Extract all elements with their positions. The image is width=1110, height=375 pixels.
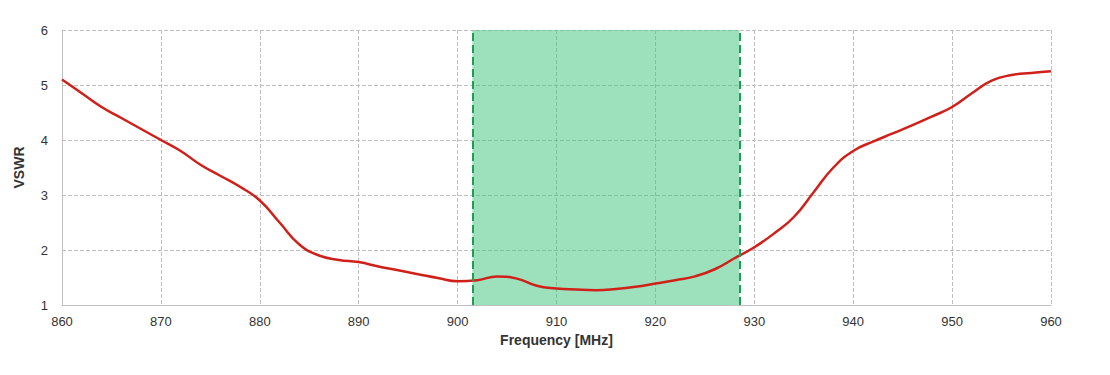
svg-text:5: 5 <box>41 78 48 93</box>
svg-text:860: 860 <box>51 314 73 329</box>
svg-text:VSWR: VSWR <box>11 147 27 189</box>
svg-text:870: 870 <box>150 314 172 329</box>
svg-text:940: 940 <box>842 314 864 329</box>
svg-text:920: 920 <box>645 314 667 329</box>
svg-text:2: 2 <box>41 243 48 258</box>
svg-text:3: 3 <box>41 188 48 203</box>
svg-text:Frequency [MHz]: Frequency [MHz] <box>500 332 613 348</box>
svg-text:930: 930 <box>743 314 765 329</box>
svg-text:1: 1 <box>41 298 48 313</box>
svg-text:910: 910 <box>546 314 568 329</box>
svg-text:950: 950 <box>941 314 963 329</box>
svg-text:890: 890 <box>348 314 370 329</box>
svg-text:960: 960 <box>1040 314 1062 329</box>
svg-text:900: 900 <box>447 314 469 329</box>
svg-text:880: 880 <box>249 314 271 329</box>
svg-text:4: 4 <box>41 133 48 148</box>
svg-text:6: 6 <box>41 23 48 38</box>
